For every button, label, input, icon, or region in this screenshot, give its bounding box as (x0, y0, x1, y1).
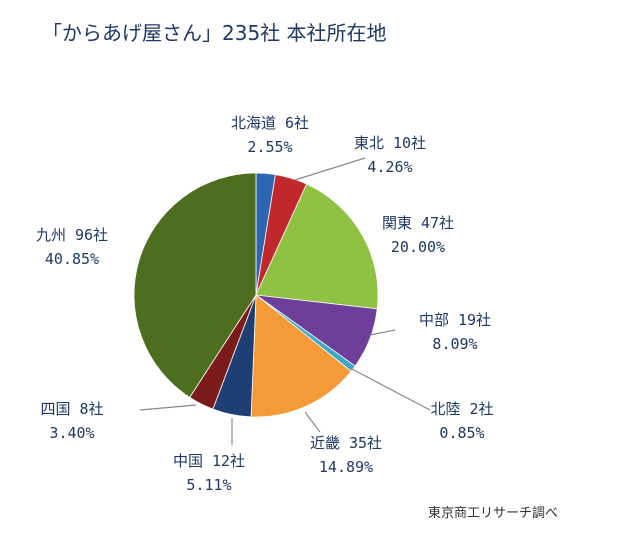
pie-slice-5 (250, 294, 352, 418)
source-note: 東京商工リサーチ調べ (428, 505, 558, 521)
pie-slices (133, 172, 379, 418)
leader-line-4 (349, 367, 431, 411)
slice-label-name-5: 近畿 35社 (310, 434, 382, 452)
slice-label-name-2: 関東 47社 (382, 214, 454, 232)
chart-title: 「からあげ屋さん」235社 本社所在地 (42, 21, 387, 45)
leader-line-5 (304, 411, 321, 433)
slice-label-percent-1: 4.26% (367, 158, 412, 176)
slice-label-percent-5: 14.89% (319, 458, 373, 476)
slice-label-percent-7: 3.40% (49, 424, 94, 442)
pie-slice-2 (255, 183, 379, 310)
pie-slice-8 (133, 172, 257, 398)
leader-lines (139, 157, 431, 445)
leader-line-1 (294, 157, 366, 181)
leader-line-7 (139, 404, 197, 411)
slice-label-name-0: 北海道 6社 (231, 114, 309, 132)
slice-label-name-3: 中部 19社 (419, 311, 491, 329)
slice-label-name-6: 中国 12社 (173, 452, 245, 470)
slice-label-percent-3: 8.09% (432, 335, 477, 353)
slice-label-name-7: 四国 8社 (40, 400, 103, 418)
slice-label-name-4: 北陸 2社 (430, 400, 493, 418)
slice-label-percent-4: 0.85% (439, 424, 484, 442)
slice-labels: 北海道 6社 2.55% 東北 10社 4.26% 関東 47社 20.00% 中部 19社… (36, 114, 494, 494)
slice-label-name-1: 東北 10社 (354, 134, 426, 152)
slice-label-percent-2: 20.00% (391, 238, 445, 256)
slice-label-percent-6: 5.11% (186, 476, 231, 494)
slice-label-name-8: 九州 96社 (36, 226, 108, 244)
leader-line-3 (369, 329, 396, 336)
slice-label-percent-8: 40.85% (45, 250, 99, 268)
slice-label-percent-0: 2.55% (247, 138, 292, 156)
